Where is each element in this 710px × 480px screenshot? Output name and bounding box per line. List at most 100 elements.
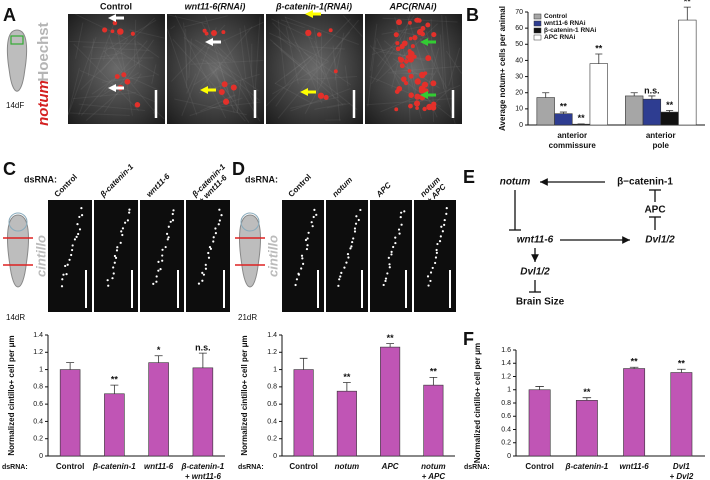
y-tick-label: 1.4 (33, 332, 43, 339)
texture (388, 72, 436, 75)
texture (78, 103, 146, 112)
cintillo-cell (115, 249, 119, 252)
worm-icon (7, 214, 29, 288)
texture (80, 78, 113, 116)
texture (304, 48, 341, 115)
y-tick-label: 70 (515, 9, 523, 16)
texture (274, 82, 312, 104)
notum-cell (323, 94, 329, 101)
cintillo-cell (202, 273, 206, 276)
notum-cell (422, 106, 427, 112)
notum-cell (305, 29, 312, 36)
cintillo-cell (436, 242, 439, 246)
bar (554, 113, 573, 126)
cintillo-cell (209, 247, 213, 250)
notum-cell (412, 35, 418, 41)
notum-cell (393, 32, 399, 38)
texture (102, 74, 155, 83)
error-bar (630, 92, 638, 96)
cintillo-cell (390, 253, 393, 256)
bar (148, 362, 169, 457)
significance: ** (583, 387, 591, 397)
texture (303, 51, 352, 86)
texture (272, 22, 301, 53)
y-axis-label: Normalized cintillo+ cell per μm (240, 335, 249, 455)
cintillo-cell (390, 250, 393, 254)
texture (407, 74, 411, 123)
cintillo-cell (169, 220, 172, 223)
texture (243, 25, 257, 103)
texture (342, 14, 363, 37)
texture (285, 56, 311, 77)
x-tick-label: Dvl1 + Dvl2 (669, 462, 693, 480)
cintillo-cell (62, 273, 65, 276)
notum-cell (407, 48, 412, 54)
texture (80, 17, 155, 91)
pathway-node: wnt11-6 (517, 235, 554, 246)
y-tick-label: 0.6 (501, 413, 511, 420)
texture (441, 15, 447, 92)
cintillo-cell (443, 223, 446, 226)
image-title: notum (331, 175, 355, 199)
y-tick-label: 0.2 (501, 440, 511, 447)
texture (285, 26, 299, 84)
cintillo-cell (345, 261, 348, 264)
cintillo-cell (172, 209, 175, 212)
notum-cell (399, 43, 405, 50)
cintillo-cell (441, 230, 444, 233)
texture (103, 19, 157, 53)
notum-cell (407, 69, 412, 73)
x-tick-label: Control (525, 462, 553, 471)
texture (73, 43, 140, 111)
cintillo-cell (152, 282, 155, 285)
image-title: β-catenin-1 (98, 162, 136, 200)
texture (206, 21, 264, 50)
cintillo-cell (124, 221, 127, 224)
notum-cell (415, 78, 420, 83)
bar (660, 111, 679, 126)
x-tick-label-line: β-catenin-1 (181, 462, 225, 471)
texture (205, 16, 235, 113)
notum-cell (395, 46, 401, 52)
cintillo-cell (353, 227, 357, 230)
y-tick-label: 1.2 (501, 373, 511, 380)
bar (192, 367, 214, 457)
cintillo-cell (78, 215, 81, 219)
notum-cell (398, 57, 405, 63)
texture (290, 96, 340, 109)
texture (310, 46, 345, 50)
texture (277, 19, 286, 85)
image-title: β-catenin-1+ wnt11-6 (190, 162, 234, 206)
cintillo-cell (443, 218, 446, 222)
y-tick-label: 50 (515, 41, 523, 48)
cintillo-cell (165, 232, 169, 235)
cintillo-cell (126, 219, 129, 222)
texture (448, 47, 461, 86)
notum-cell (221, 81, 228, 88)
x-tick-label: anterior pole (646, 131, 676, 150)
x-tick-label-line: + APC (422, 472, 446, 480)
y-tick-label: 1.4 (501, 360, 511, 367)
x-tick-label: Control (289, 462, 317, 471)
texture (280, 19, 305, 29)
cintillo-cell (310, 221, 313, 224)
texture (254, 16, 261, 89)
notum-cell (426, 103, 433, 111)
cintillo-cell (435, 251, 438, 254)
texture (275, 64, 306, 107)
notum-cell (404, 59, 409, 64)
notum-cell (407, 56, 414, 63)
texture (290, 88, 351, 112)
texture (183, 22, 188, 81)
error-bar (110, 384, 119, 394)
cintillo-cell (315, 213, 318, 216)
stain-label: cintillo (33, 235, 48, 277)
cintillo-cell (429, 271, 433, 274)
texture (425, 31, 456, 124)
x-tick-label-line: commissure (549, 141, 597, 150)
image-title: APC(RNAi) (389, 1, 437, 11)
texture (172, 38, 246, 122)
texture (273, 42, 358, 111)
texture (194, 39, 232, 62)
cintillo-cell (207, 251, 210, 255)
